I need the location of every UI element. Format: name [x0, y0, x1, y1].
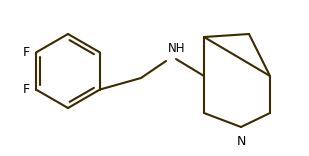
Text: NH: NH [168, 42, 185, 55]
Text: N: N [236, 135, 246, 148]
Text: F: F [23, 83, 30, 96]
Text: F: F [23, 46, 30, 59]
